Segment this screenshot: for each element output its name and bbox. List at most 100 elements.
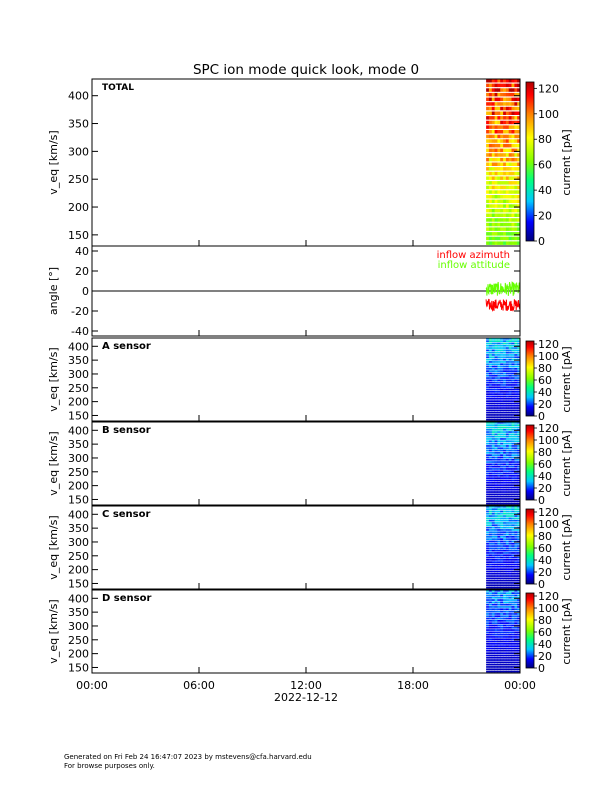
heatmap-cell [503, 636, 507, 638]
heatmap-cell [508, 338, 512, 340]
heatmap-cell [500, 426, 504, 429]
heatmap-cell [486, 620, 490, 622]
heatmap-cell [508, 594, 512, 597]
heatmap-cell [497, 495, 501, 498]
heatmap-cell [503, 447, 507, 450]
heatmap-cell [497, 395, 501, 398]
colorbar-label-a: current [pA] [560, 346, 573, 412]
heatmap-cell [486, 606, 490, 608]
heatmap-cell [517, 463, 521, 466]
heatmap-cell [491, 167, 495, 171]
heatmap-cell [486, 526, 490, 529]
heatmap-cell [514, 386, 518, 389]
heatmap-cell [514, 452, 518, 454]
heatmap-cell [503, 561, 507, 563]
heatmap-cell [500, 195, 504, 199]
heatmap-cell [511, 102, 515, 106]
heatmap-cell [508, 340, 512, 342]
heatmap-cell [491, 445, 495, 447]
heatmap-cell [505, 370, 510, 372]
heatmap-cell [514, 106, 518, 111]
heatmap-cell [494, 386, 498, 389]
heatmap-cell [500, 368, 504, 370]
heatmap-cell [494, 601, 498, 604]
heatmap-cell [488, 479, 493, 482]
heatmap-cell [514, 631, 518, 634]
heatmap-cell [517, 381, 521, 384]
heatmap-cell [494, 428, 498, 431]
heatmap-cell [486, 388, 490, 391]
heatmap-cell [494, 106, 498, 111]
heatmap-cell [491, 395, 495, 398]
heatmap-cell [505, 654, 510, 657]
heatmap-cell [497, 139, 501, 143]
heatmap-cell [486, 613, 490, 615]
heatmap-cell [508, 456, 512, 459]
heatmap-cell [488, 241, 493, 245]
heatmap-cell [511, 568, 515, 570]
heatmap-cell [517, 601, 521, 604]
heatmap-cell [508, 508, 512, 510]
heatmap-cell [514, 572, 518, 575]
heatmap-cell [491, 594, 495, 597]
heatmap-cell [500, 582, 504, 584]
heatmap-cell [508, 397, 512, 400]
heatmap-cell [503, 351, 507, 354]
heatmap-cell [500, 414, 504, 416]
heatmap-cell [500, 167, 504, 171]
heatmap-cell [505, 626, 510, 629]
heatmap-cell [514, 157, 518, 162]
heatmap-cell [503, 372, 507, 375]
y-axis-label-b: v_eq [km/s] [47, 431, 60, 495]
heatmap-cell [508, 218, 512, 222]
heatmap-cell [500, 608, 504, 611]
heatmap-cell [491, 656, 495, 659]
heatmap-cell [488, 649, 493, 652]
heatmap-cell [486, 481, 490, 484]
heatmap-cell [511, 404, 515, 407]
heatmap-cell [486, 561, 490, 563]
heatmap-cell [511, 213, 515, 217]
heatmap-cell [488, 556, 493, 559]
heatmap-cell [497, 631, 501, 634]
heatmap-cell [508, 342, 512, 345]
heatmap-cell [511, 647, 515, 650]
heatmap-cell [511, 547, 515, 550]
heatmap-cell [503, 493, 507, 496]
heatmap-cell [505, 502, 510, 505]
heatmap-cell [488, 626, 493, 629]
heatmap-cell [508, 506, 512, 508]
heatmap-cell [497, 526, 501, 529]
y-tick-label: 250 [68, 550, 89, 563]
heatmap-cell [503, 559, 507, 561]
heatmap-cell [486, 199, 490, 204]
heatmap-cell [503, 463, 507, 466]
heatmap-cell [494, 556, 498, 559]
heatmap-cell [514, 498, 518, 500]
heatmap-cell [494, 596, 498, 599]
heatmap-cell [488, 613, 493, 615]
heatmap-cell [497, 106, 501, 111]
heatmap-cell [505, 488, 510, 491]
heatmap-cell [511, 125, 515, 129]
heatmap-cell [508, 545, 512, 547]
heatmap-cell [511, 596, 515, 599]
heatmap-cell [491, 479, 495, 482]
heatmap-cell [505, 500, 510, 503]
heatmap-cell [497, 442, 501, 445]
heatmap-cell [508, 418, 512, 421]
heatmap-cell [514, 354, 518, 356]
heatmap-cell [486, 579, 490, 582]
heatmap-cell [497, 606, 501, 608]
heatmap-cell [497, 354, 501, 356]
heatmap-cell [491, 435, 495, 438]
heatmap-cell [494, 424, 498, 426]
heatmap-cell [503, 638, 507, 641]
heatmap-cell [514, 536, 518, 538]
heatmap-cell [494, 454, 498, 456]
heatmap-cell [494, 130, 498, 134]
heatmap-cell [505, 526, 510, 529]
heatmap-cell [488, 475, 493, 477]
heatmap-cell [486, 162, 490, 166]
